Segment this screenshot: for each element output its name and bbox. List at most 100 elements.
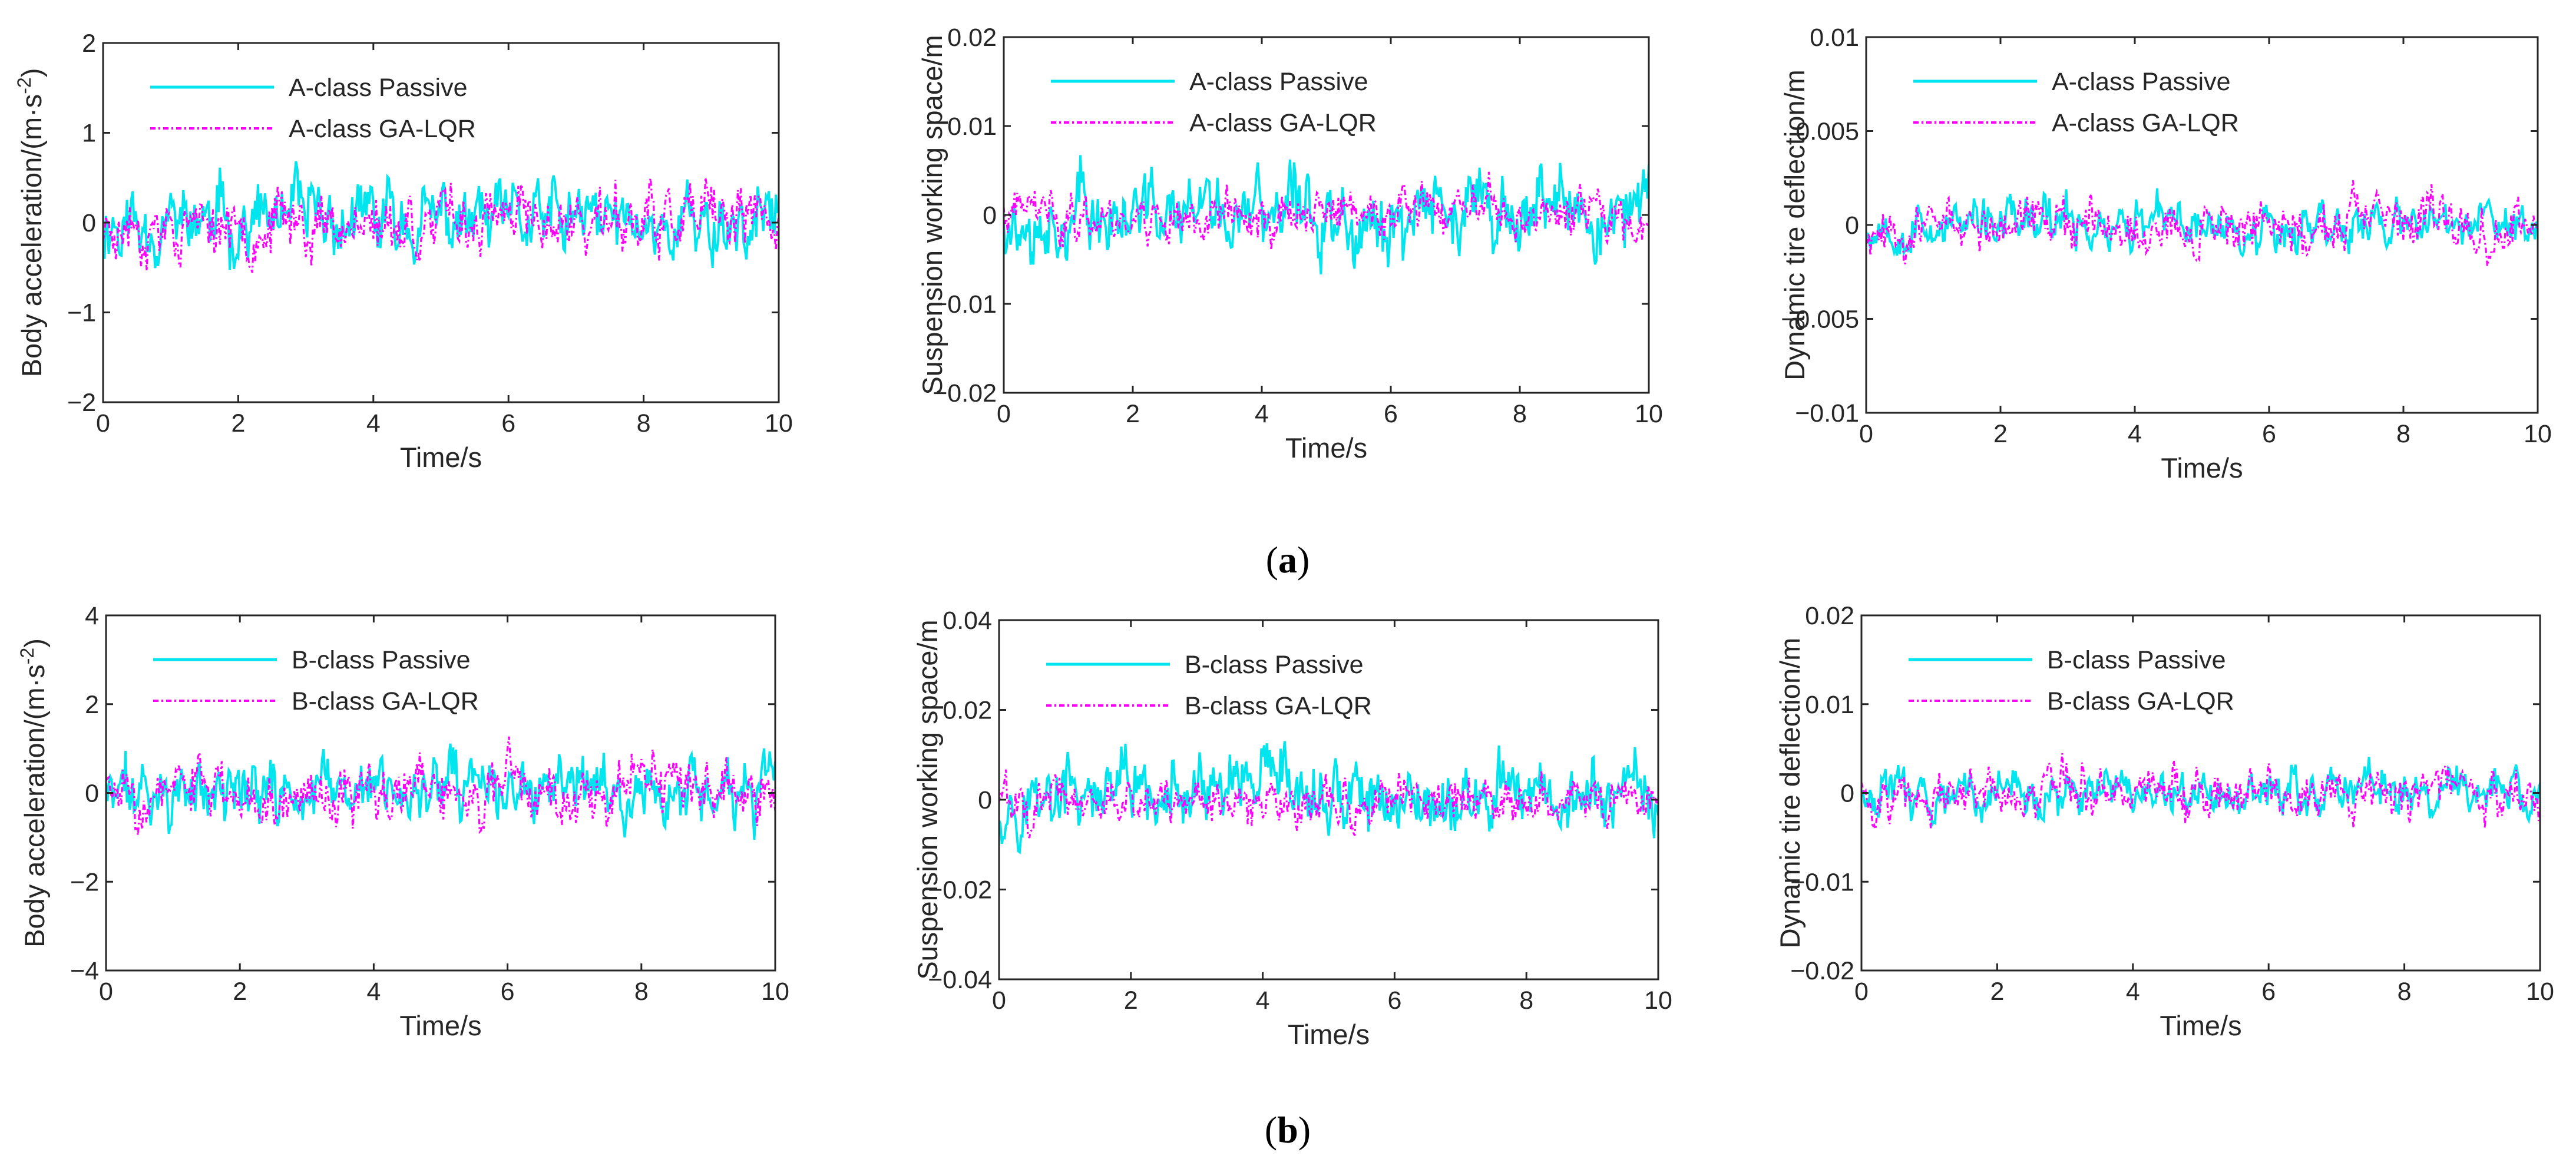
caption-a: (a) [1266, 539, 1310, 581]
y-tick-label: 1 [82, 120, 96, 148]
x-tick-label: 0 [96, 409, 110, 438]
x-tick-label: 0 [1859, 420, 1873, 448]
legend-label-ga-lqr: A-class GA-LQR [1189, 109, 1377, 137]
x-tick-label: 2 [1126, 400, 1140, 428]
y-tick-label: −2 [70, 868, 99, 896]
y-tick-label: −2 [67, 389, 96, 417]
x-tick-label: 8 [1519, 986, 1533, 1015]
y-tick-label: 0 [978, 786, 992, 814]
x-tick-label: 6 [1384, 400, 1398, 428]
y-tick-label: −1 [67, 299, 96, 327]
x-tick-label: 4 [366, 978, 381, 1006]
y-axis-label: Body acceleration/(m·s-2) [14, 68, 47, 377]
x-tick-label: 10 [1644, 986, 1672, 1015]
y-tick-label: 0 [983, 201, 997, 230]
legend-label-passive: A-class Passive [1189, 68, 1368, 96]
y-tick-label: −0.04 [928, 966, 992, 994]
chart-b2: 0 2 4 6 8 10 −0.04 −0.02 0 0.02 0.04 Time/s Suspensi… [912, 607, 1672, 1050]
x-tick-label: 6 [1387, 986, 1401, 1015]
x-axis-label: Time/s [2160, 1010, 2241, 1041]
legend-label-passive: B-class Passive [292, 646, 470, 674]
x-tick-label: 4 [366, 409, 381, 438]
y-axis-label: Suspension working space/m [912, 620, 943, 979]
y-tick-label: 0.04 [943, 607, 992, 635]
series-line-b3-ga-lqr [1861, 753, 2540, 832]
y-axis-label: Body acceleration/(m·s-2) [16, 638, 50, 948]
y-tick-label: 0 [82, 209, 96, 237]
series-line-b2-ga-lqr [999, 769, 1658, 839]
legend-label-ga-lqr: A-class GA-LQR [2052, 109, 2239, 137]
x-tick-label: 4 [1255, 400, 1269, 428]
x-tick-label: 2 [1990, 978, 2004, 1006]
x-tick-label: 2 [1124, 986, 1138, 1015]
series-line-a2-passive [1004, 155, 1649, 275]
y-tick-label: 0.005 [1795, 118, 1859, 146]
x-tick-label: 10 [1635, 400, 1663, 428]
x-tick-label: 4 [1256, 986, 1270, 1015]
legend-label-passive: B-class Passive [1185, 651, 1363, 679]
y-axis-label: Dynamic tire deflection/m [1774, 638, 1805, 949]
y-tick-label: −0.01 [932, 290, 997, 319]
legend-label-passive: B-class Passive [2047, 646, 2226, 674]
x-tick-label: 8 [637, 409, 651, 438]
y-tick-label: −0.01 [1790, 868, 1854, 896]
x-tick-label: 6 [2262, 420, 2276, 448]
x-tick-label: 2 [233, 978, 247, 1006]
x-tick-label: 8 [1513, 400, 1527, 428]
x-tick-label: 4 [2128, 420, 2142, 448]
series-line-a1-passive [103, 161, 779, 270]
y-tick-label: 2 [85, 691, 99, 719]
y-tick-label: 0.01 [947, 112, 997, 141]
y-tick-label: −0.005 [1781, 306, 1859, 334]
x-tick-label: 10 [2526, 978, 2554, 1006]
x-tick-label: 8 [634, 978, 649, 1006]
y-tick-label: 0 [1845, 211, 1859, 240]
y-tick-label: 0.02 [1805, 602, 1854, 630]
legend-label-passive: A-class Passive [289, 74, 467, 102]
y-tick-label: 0 [85, 780, 99, 808]
y-tick-label: 0.02 [943, 697, 992, 725]
x-tick-label: 10 [2524, 420, 2552, 448]
series-line-b2-passive [999, 741, 1658, 854]
x-axis-label: Time/s [1288, 1019, 1370, 1050]
x-tick-label: 4 [2126, 978, 2140, 1006]
caption-b: (b) [1265, 1109, 1311, 1151]
legend-label-ga-lqr: A-class GA-LQR [289, 115, 476, 143]
y-axis-label: Suspension working space/m [917, 35, 948, 395]
chart-a3: 0 2 4 6 8 10 −0.01 −0.005 0 0.005 0.01 Time/s Dynami… [1779, 24, 2552, 483]
x-tick-label: 0 [992, 986, 1006, 1015]
x-tick-label: 0 [1854, 978, 1869, 1006]
legend-label-passive: A-class Passive [2052, 68, 2230, 96]
x-axis-label: Time/s [1285, 432, 1367, 463]
series-line-b1-passive [106, 743, 775, 840]
legend-label-ga-lqr: B-class GA-LQR [2047, 687, 2234, 716]
legend-label-ga-lqr: B-class GA-LQR [1185, 692, 1372, 720]
y-tick-label: −4 [70, 957, 99, 985]
y-tick-label: 4 [85, 602, 99, 630]
chart-b3: 0 2 4 6 8 10 −0.02 −0.01 0 0.01 0.02 Time/s Dynamic … [1774, 602, 2554, 1041]
legend-label-ga-lqr: B-class GA-LQR [292, 687, 479, 716]
x-tick-label: 0 [99, 978, 113, 1006]
y-tick-label: 0.02 [947, 24, 997, 52]
x-tick-label: 10 [765, 409, 793, 438]
series-line-b1-ga-lqr [106, 736, 775, 836]
x-tick-label: 2 [231, 409, 245, 438]
x-tick-label: 6 [501, 409, 515, 438]
x-axis-label: Time/s [2161, 452, 2243, 483]
x-axis-label: Time/s [399, 1010, 481, 1041]
y-tick-label: −0.02 [932, 379, 997, 408]
y-tick-label: −0.02 [928, 876, 992, 905]
series-line-a2-ga-lqr [1004, 171, 1649, 250]
x-tick-label: 8 [2396, 420, 2410, 448]
y-tick-label: 0.01 [1805, 691, 1854, 719]
chart-a2: 0 2 4 6 8 10 −0.02 −0.01 0 0.01 0.02 Time/s Suspensi… [917, 24, 1663, 463]
x-tick-label: 6 [2261, 978, 2276, 1006]
x-axis-label: Time/s [400, 442, 482, 473]
y-tick-label: 0.01 [1810, 24, 1859, 52]
chart-a1: 0 2 4 6 8 10 −2 −1 0 1 2 Time/s Body acceleration/(m… [14, 29, 793, 473]
y-tick-label: 0 [1840, 780, 1854, 808]
x-tick-label: 0 [997, 400, 1011, 428]
x-tick-label: 8 [2398, 978, 2412, 1006]
y-tick-label: 2 [82, 29, 96, 58]
